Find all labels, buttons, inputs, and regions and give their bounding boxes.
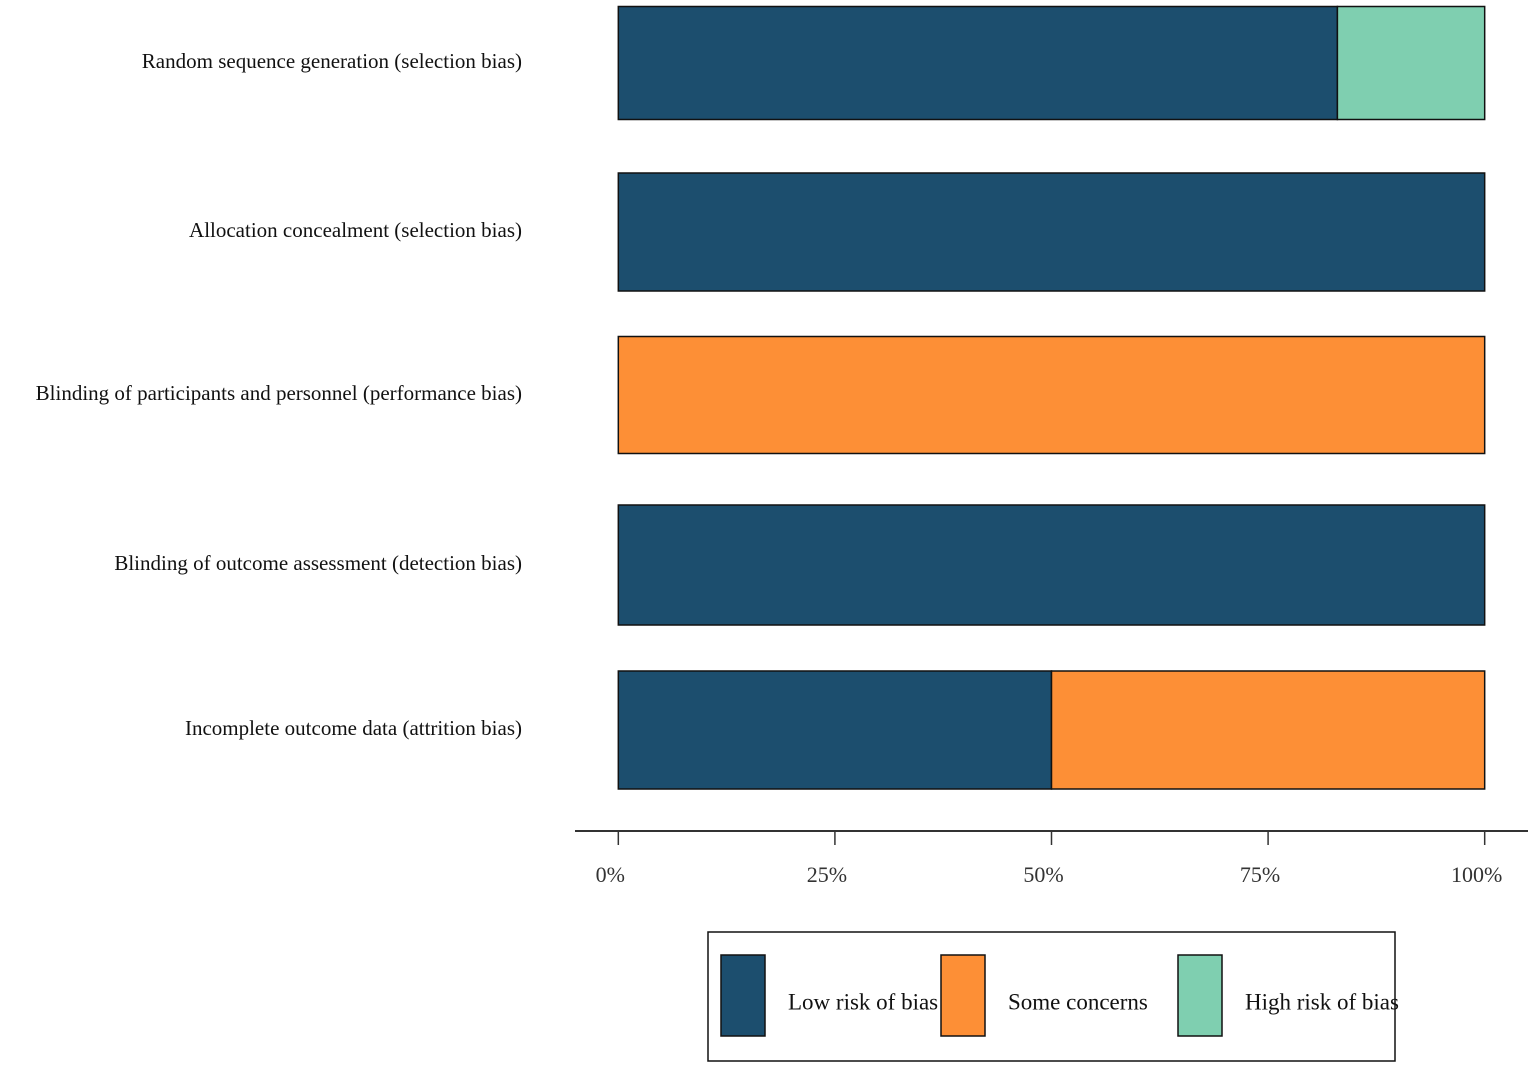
legend-label: Some concerns [1008,989,1148,1014]
x-tick-label: 0% [596,862,625,887]
category-label: Blinding of participants and personnel (… [36,381,522,405]
x-tick-label: 100% [1451,862,1502,887]
legend-label: High risk of bias [1245,989,1399,1014]
category-label: Blinding of outcome assessment (detectio… [114,551,522,575]
legend-swatch [720,954,766,1037]
bar-segment [617,335,1486,455]
legend-box [707,931,1396,1062]
legend-label: Low risk of bias [788,989,938,1014]
x-tick-label: 75% [1240,862,1280,887]
bar-segment [617,172,1486,292]
x-tick-label: 50% [1023,862,1063,887]
x-tick-label: 25% [807,862,847,887]
bar-segment [1336,5,1486,121]
legend-swatch [1177,954,1223,1037]
legend-swatch [940,954,986,1037]
bar-segment [617,670,1053,790]
bar-segment [617,504,1486,626]
category-label: Random sequence generation (selection bi… [142,49,522,73]
category-label: Allocation concealment (selection bias) [189,218,522,242]
bar-segment [617,5,1339,121]
bar-segment [1050,670,1486,790]
category-label: Incomplete outcome data (attrition bias) [185,716,522,740]
